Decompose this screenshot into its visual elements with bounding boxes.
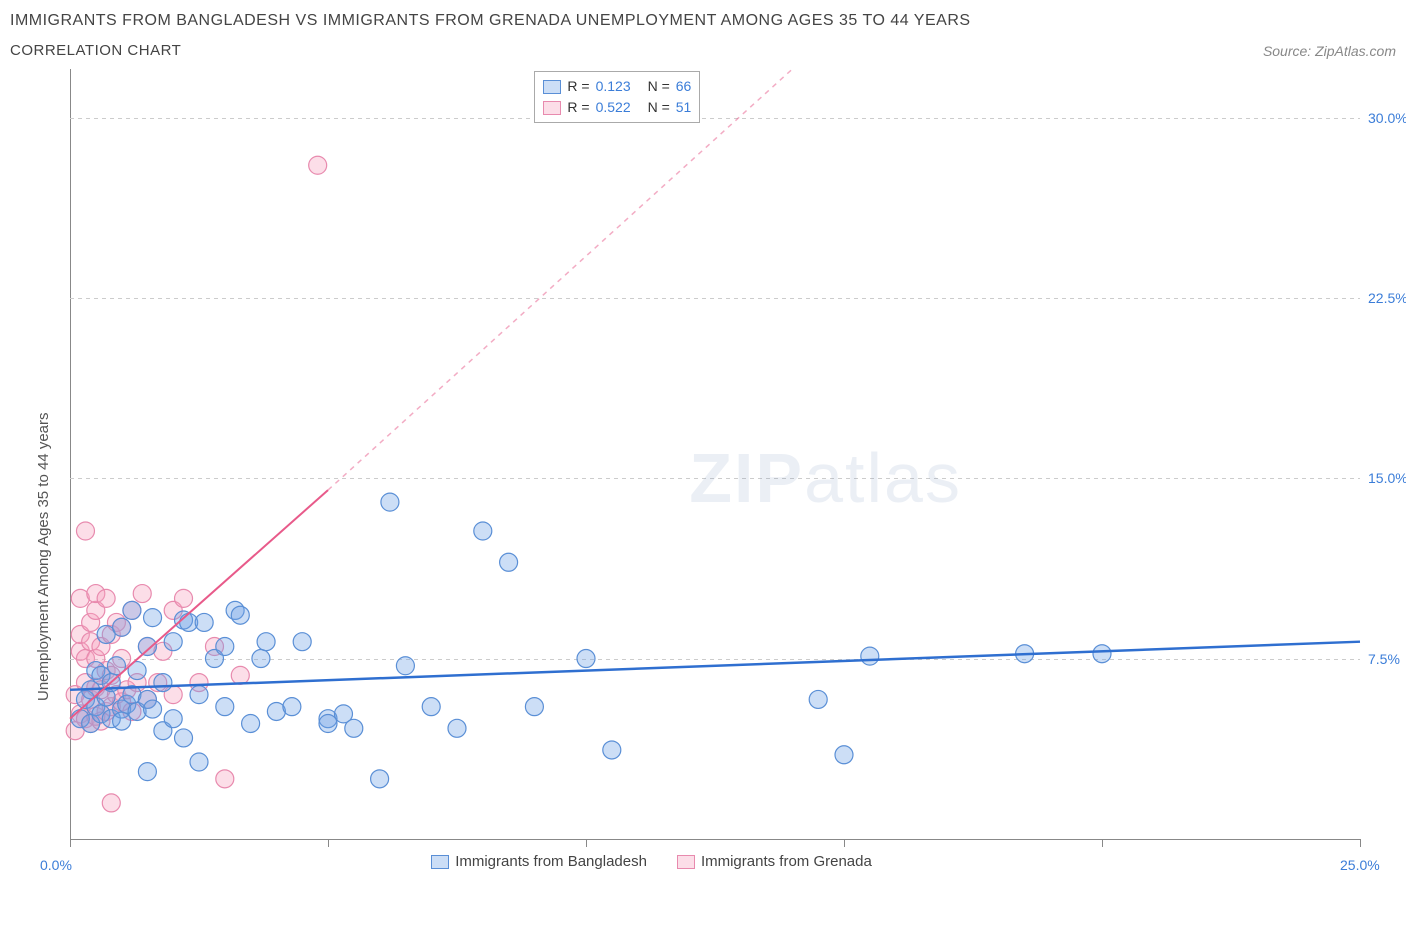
legend-row-grenada: R = 0.522 N = 51	[543, 97, 691, 118]
bangladesh-point	[500, 554, 518, 572]
bangladesh-point	[113, 619, 131, 637]
bangladesh-point	[123, 602, 141, 620]
bangladesh-point	[809, 691, 827, 709]
bangladesh-point	[381, 494, 399, 512]
grenada-point	[231, 667, 249, 685]
bangladesh-point	[154, 674, 172, 692]
bangladesh-point	[474, 522, 492, 540]
grenada-point	[216, 770, 234, 788]
bangladesh-point	[577, 650, 595, 668]
grenada-swatch	[677, 855, 695, 869]
bangladesh-point	[144, 700, 162, 718]
bangladesh-point	[861, 648, 879, 666]
bangladesh-point	[144, 609, 162, 627]
bangladesh-point	[525, 698, 543, 716]
bangladesh-point	[396, 657, 414, 675]
grenada-swatch	[543, 101, 561, 115]
chart-subtitle: CORRELATION CHART	[10, 42, 181, 59]
bangladesh-point	[195, 614, 213, 632]
chart-title: IMMIGRANTS FROM BANGLADESH VS IMMIGRANTS…	[10, 10, 1396, 32]
bangladesh-point	[422, 698, 440, 716]
r-label: R =	[567, 76, 589, 97]
bangladesh-point	[138, 763, 156, 781]
bangladesh-point	[164, 710, 182, 728]
bangladesh-point	[319, 715, 337, 733]
bangladesh-point	[257, 633, 275, 651]
bangladesh-point	[175, 729, 193, 747]
legend-item-bangladesh: Immigrants from Bangladesh	[431, 853, 647, 870]
bangladesh-swatch	[431, 855, 449, 869]
grenada-point	[133, 585, 151, 603]
correlation-legend: R = 0.123 N = 66 R = 0.522 N = 51	[534, 71, 700, 123]
source-value: ZipAtlas.com	[1315, 43, 1396, 59]
bangladesh-point	[603, 741, 621, 759]
grenada-point	[102, 794, 120, 812]
bangladesh-point	[252, 650, 270, 668]
bangladesh-point	[216, 638, 234, 656]
bangladesh-point	[835, 746, 853, 764]
bangladesh-label: Immigrants from Bangladesh	[455, 853, 647, 870]
bangladesh-point	[231, 607, 249, 625]
chart-area: 7.5%15.0%22.5%30.0%0.0%25.0%Unemployment…	[10, 69, 1396, 879]
bangladesh-point	[345, 720, 363, 738]
grenada-point	[309, 157, 327, 175]
bangladesh-point	[1093, 645, 1111, 663]
bangladesh-point	[190, 686, 208, 704]
legend-row-bangladesh: R = 0.123 N = 66	[543, 76, 691, 97]
bangladesh-point	[371, 770, 389, 788]
grenada-r-value: 0.522	[596, 97, 642, 118]
bangladesh-point	[113, 712, 131, 730]
bangladesh-point	[190, 753, 208, 771]
r-label: R =	[567, 97, 589, 118]
grenada-point	[76, 522, 94, 540]
n-label: N =	[648, 97, 670, 118]
grenada-label: Immigrants from Grenada	[701, 853, 872, 870]
scatter-plot-svg	[10, 69, 1396, 879]
grenada-trend-line-dashed	[328, 69, 792, 490]
bangladesh-point	[448, 720, 466, 738]
source-attribution: Source: ZipAtlas.com	[1263, 43, 1396, 59]
n-label: N =	[648, 76, 670, 97]
series-legend: Immigrants from Bangladesh Immigrants fro…	[431, 853, 872, 870]
bangladesh-n-value: 66	[676, 76, 692, 97]
bangladesh-point	[216, 698, 234, 716]
chart-container: IMMIGRANTS FROM BANGLADESH VS IMMIGRANTS…	[10, 10, 1396, 879]
bangladesh-r-value: 0.123	[596, 76, 642, 97]
grenada-point	[175, 590, 193, 608]
bangladesh-swatch	[543, 80, 561, 94]
bangladesh-point	[293, 633, 311, 651]
source-label: Source:	[1263, 43, 1311, 59]
grenada-n-value: 51	[676, 97, 692, 118]
legend-item-grenada: Immigrants from Grenada	[677, 853, 872, 870]
bangladesh-point	[138, 638, 156, 656]
grenada-point	[97, 590, 115, 608]
bangladesh-point	[164, 633, 182, 651]
bangladesh-point	[242, 715, 260, 733]
bangladesh-point	[283, 698, 301, 716]
